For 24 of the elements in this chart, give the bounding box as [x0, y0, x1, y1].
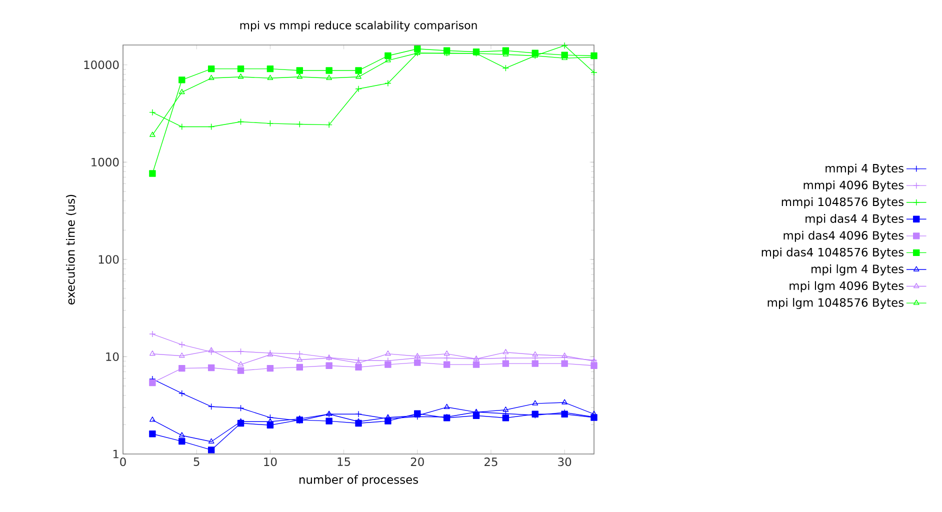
legend-label: mpi lgm 4 Bytes [812, 264, 904, 276]
x-axis-title: number of processes [300, 475, 418, 486]
legend-label: mmpi 4 Bytes [826, 164, 904, 175]
legend-label: mpi lgm 4096 Bytes [790, 281, 904, 292]
chart-title: mpi vs mmpi reduce scalability comparison [240, 20, 477, 32]
x-tick-label: 25 [484, 458, 498, 466]
y-tick-label: 1 [113, 450, 118, 458]
x-tick-label: 5 [194, 458, 200, 466]
legend-label: mmpi 1048576 Bytes [782, 197, 904, 208]
y-tick-label: 100 [98, 255, 119, 264]
y-tick-label: 10000 [84, 60, 119, 70]
x-tick-label: 15 [338, 458, 350, 466]
x-tick-label: 30 [558, 458, 572, 466]
y-tick-label: 1000 [92, 158, 119, 166]
y-tick-label: 10 [106, 352, 119, 362]
y-axis-title: execution time (us) [66, 194, 76, 304]
legend-label: mpi das4 1048576 Bytes [762, 248, 904, 259]
x-tick-label: 0 [120, 458, 126, 466]
legend-label: mpi das4 4 Bytes [806, 214, 904, 226]
x-tick-label: 20 [410, 458, 424, 466]
legend-label: mpi lgm 1048576 Bytes [768, 298, 904, 310]
legend-label: mpi das4 4096 Bytes [784, 230, 904, 242]
legend-label: mmpi 4096 Bytes [804, 180, 904, 192]
x-tick-label: 10 [264, 458, 277, 466]
